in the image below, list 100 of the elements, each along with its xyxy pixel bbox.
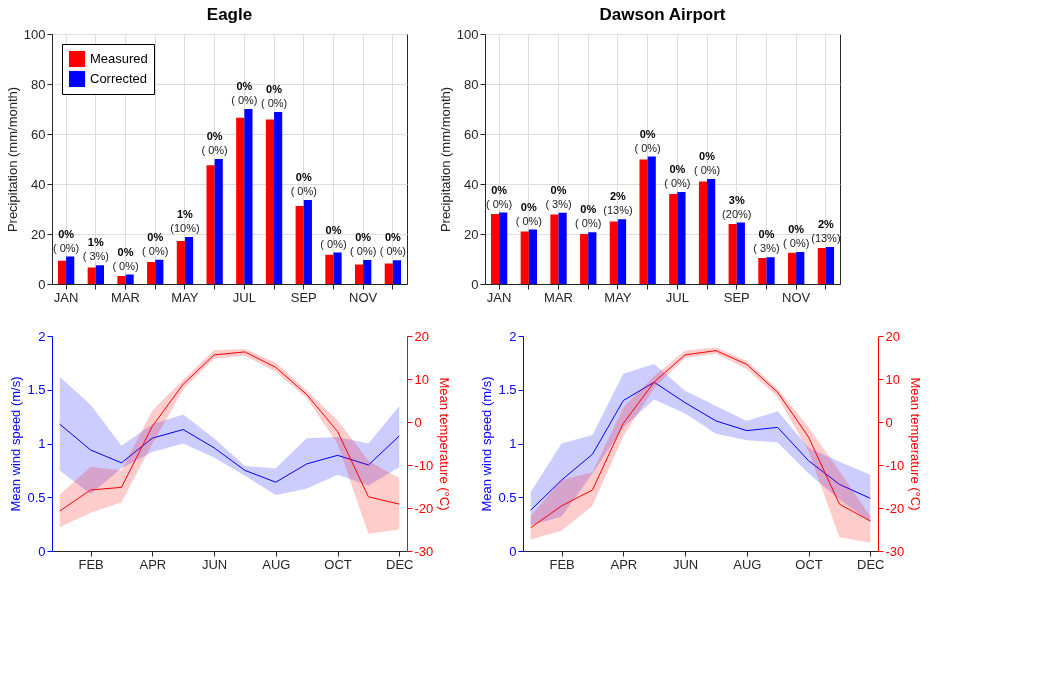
y-tick-label: 80 [464, 76, 479, 92]
x-tick-label: APR [610, 556, 638, 572]
bar [707, 179, 716, 284]
x-tick-label: MAR [111, 289, 140, 305]
chart-title: Dawson Airport [599, 5, 726, 24]
bar [244, 109, 253, 284]
annotation: ( 0%) [485, 197, 513, 210]
x-tick-label: NOV [349, 289, 378, 305]
y2-tick-label: 20 [885, 328, 900, 344]
annotation: 0% [147, 230, 164, 243]
annotation: 0% [384, 231, 402, 244]
annotation: 0% [491, 183, 508, 196]
annotation: ( 0%) [231, 94, 258, 106]
y-tick-label: 0 [471, 276, 479, 292]
bar [698, 181, 708, 284]
x-tick-label: APR [139, 556, 167, 572]
bar [825, 247, 835, 284]
bar [147, 262, 156, 284]
bar [817, 248, 826, 284]
x-tick-label: DEC [857, 556, 885, 572]
y-tick-label: 100 [456, 26, 479, 42]
bar [736, 222, 745, 284]
annotation: 0% [699, 150, 716, 162]
y2-tick-label: -20 [414, 500, 434, 516]
annotation: 0% [236, 80, 253, 92]
annotation: 2% [609, 190, 627, 203]
annotation: (13%) [603, 204, 633, 217]
y2-tick-label: 10 [414, 371, 429, 387]
chart-title: Eagle [206, 5, 253, 24]
bar [588, 232, 597, 284]
y-tick-label: 60 [464, 126, 479, 142]
bar [766, 257, 775, 284]
y-axis-title: Mean wind speed (m/s) [8, 376, 24, 512]
annotation: 0% [669, 163, 686, 175]
bar [558, 212, 567, 284]
annotation: 2% [817, 218, 835, 230]
annotation: 0% [266, 83, 283, 95]
annotation: 0% [788, 223, 805, 235]
annotation: ( 3%) [753, 242, 780, 255]
annotation: 0% [580, 203, 597, 216]
y2-tick-label: 0 [885, 414, 893, 430]
y2-tick-label: -10 [414, 457, 434, 473]
annotation: ( 0%) [201, 144, 228, 156]
bar [788, 252, 797, 284]
bar [499, 212, 508, 284]
annotation: (10%) [170, 222, 200, 234]
annotation: ( 3%) [545, 197, 572, 210]
bar [236, 117, 245, 284]
y2-tick-label: -30 [885, 543, 905, 559]
bar [363, 260, 372, 284]
legend-label: Corrected [90, 71, 148, 86]
y-tick-label: 1 [509, 436, 517, 451]
y2-tick-label: 0 [414, 414, 422, 430]
x-tick-label: FEB [549, 556, 575, 572]
annotation: 0% [206, 130, 223, 142]
annotation: ( 0%) [379, 245, 407, 258]
bar [325, 254, 334, 284]
y2-tick-label: -20 [885, 500, 905, 516]
y-tick-label: 60 [31, 126, 46, 142]
bar [87, 267, 96, 284]
y-axis-title: Mean wind speed (m/s) [479, 376, 495, 512]
annotation: 0% [58, 227, 75, 240]
annotation: 0% [639, 127, 656, 140]
x-tick-label: JUL [232, 289, 256, 305]
x-tick-label: JUN [672, 556, 699, 572]
annotation: ( 0%) [290, 185, 317, 197]
annotation: ( 0%) [575, 217, 602, 230]
x-tick-label: JAN [486, 289, 512, 305]
x-tick-label: JUN [201, 556, 228, 572]
bar [176, 241, 185, 284]
y-tick-label: 100 [23, 26, 46, 42]
annotation: 0% [325, 223, 342, 236]
annotation: ( 0%) [52, 241, 80, 254]
x-tick-label: OCT [795, 556, 823, 572]
annotation: ( 0%) [664, 177, 691, 189]
legend-label: Measured [90, 51, 148, 66]
y2-axis-title: Mean temperature (°C) [437, 377, 453, 511]
bar [580, 234, 589, 284]
annotation: 0% [355, 231, 372, 243]
y-tick-label: 0 [509, 543, 517, 559]
annotation: ( 3%) [82, 250, 109, 263]
y-axis-title: Precipitation (mm/month) [4, 86, 20, 233]
annotation: ( 0%) [142, 244, 169, 257]
bar [796, 252, 805, 284]
y-tick-label: 1 [38, 436, 46, 451]
x-tick-label: MAR [544, 289, 573, 305]
y-axis-title: Precipitation (mm/month) [437, 86, 453, 233]
bar [274, 112, 283, 284]
bar [206, 165, 215, 284]
x-tick-label: DEC [386, 556, 414, 572]
annotation: ( 0%) [112, 259, 139, 272]
y-tick-label: 0.5 [498, 489, 517, 505]
bar [57, 260, 67, 284]
annotation: 0% [295, 171, 312, 183]
y-tick-label: 20 [31, 226, 46, 242]
bar [295, 206, 304, 284]
bar [639, 159, 648, 284]
annotation: (20%) [722, 207, 752, 220]
y-tick-label: 2 [38, 328, 46, 344]
bar [550, 214, 559, 284]
